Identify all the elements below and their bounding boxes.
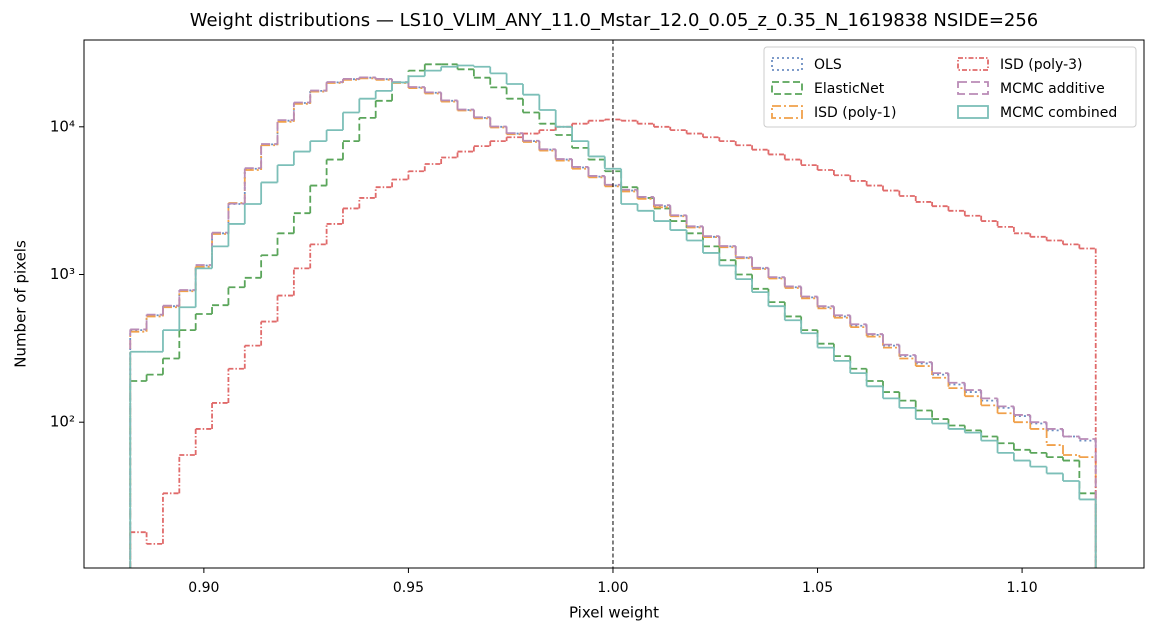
- x-tick-label: 1.05: [802, 580, 833, 596]
- legend-label: MCMC additive: [1000, 81, 1105, 97]
- plot-area: [129, 63, 1097, 568]
- histogram-series: [129, 118, 1097, 568]
- legend-box: [763, 46, 1137, 128]
- y-tick-label: 10³: [50, 265, 75, 283]
- legend-swatch: [957, 81, 989, 95]
- y-axis-label: Number of pixels: [12, 240, 30, 368]
- histogram-series: [129, 64, 1097, 568]
- legend-label: ISD (poly-3): [1000, 57, 1083, 73]
- legend-label: ISD (poly-1): [814, 105, 897, 121]
- legend-swatch: [957, 57, 989, 71]
- legend: OLS ElasticNet ISD (poly-1) ISD (poly-3) MCM…: [763, 46, 1137, 128]
- x-tick-label: 1.00: [597, 580, 628, 596]
- y-tick-label: 10⁴: [50, 117, 75, 135]
- legend-label: OLS: [814, 57, 842, 73]
- chart-title: Weight distributions — LS10_VLIM_ANY_11.…: [190, 10, 1039, 31]
- legend-label: MCMC combined: [1000, 105, 1117, 121]
- legend-swatch: [771, 81, 803, 95]
- x-tick-label: 1.10: [1006, 580, 1037, 596]
- y-tick-label: 10²: [50, 413, 75, 431]
- x-axis-label: Pixel weight: [569, 604, 659, 622]
- legend-label: ElasticNet: [814, 81, 885, 97]
- legend-swatch: [771, 105, 803, 119]
- x-tick-label: 0.90: [188, 580, 219, 596]
- legend-swatch: [771, 57, 803, 71]
- axes-frame: [83, 39, 1145, 569]
- x-tick-label: 0.95: [393, 580, 424, 596]
- histogram-series: [129, 77, 1097, 568]
- legend-swatch: [957, 105, 989, 119]
